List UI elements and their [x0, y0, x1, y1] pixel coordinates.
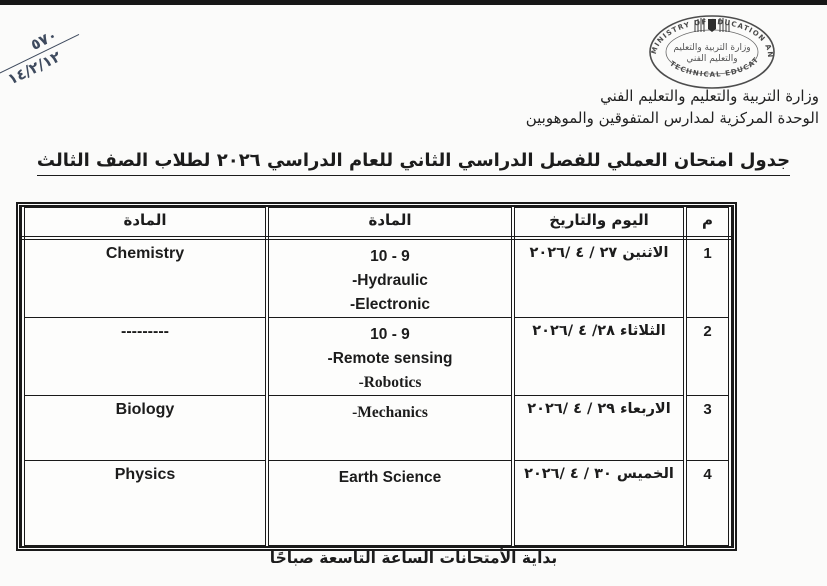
scan-edge-bar — [0, 0, 827, 5]
stamp-inner-arabic-line2: والتعليم الفني — [686, 54, 737, 64]
row-number: 3 — [683, 394, 732, 461]
table-row: 3 الاربعاء ٢٩ / ٤ /٢٠٢٦ -Mechanics Biolo… — [21, 394, 732, 461]
row-subject: Chemistry — [21, 237, 269, 318]
ministry-name: وزارة التربية والتعليم والتعليم الفني — [600, 87, 819, 105]
detail-item: -Robotics — [358, 373, 422, 391]
row-number: 4 — [683, 459, 732, 546]
row-subject-details: -Mechanics — [265, 394, 515, 461]
row-day-date: الاربعاء ٢٩ / ٤ /٢٠٢٦ — [511, 394, 687, 461]
row-number: 1 — [683, 237, 732, 318]
ministry-stamp-logo: MINISTRY OF EDUCATION AND TECHNICAL EDUC… — [645, 12, 775, 89]
detail-time: 10 - 9 — [370, 325, 410, 343]
row-subject: Biology — [21, 394, 269, 461]
stamp-inner-arabic-line1: وزارة التربية والتعليم — [673, 43, 750, 53]
table-row: 2 الثلاثاء ٢٨/ ٤ /٢٠٢٦ 10 - 9 -Remote se… — [21, 316, 732, 396]
detail-item: -Electronic — [349, 295, 431, 313]
document-title: جدول امتحان العملي للفصل الدراسي الثاني … — [0, 150, 827, 176]
row-day-date: الاثنين ٢٧ / ٤ /٢٠٢٦ — [511, 237, 687, 318]
row-subject-details: 10 - 9 -Remote sensing -Robotics — [265, 316, 515, 396]
detail-item: Earth Science — [338, 468, 442, 486]
header-number: م — [683, 207, 732, 240]
row-subject-details: Earth Science — [265, 459, 515, 546]
handwritten-reference-note: ٥٧٠ ١٤/٢/١٢ — [0, 18, 88, 93]
document-title-text: جدول امتحان العملي للفصل الدراسي الثاني … — [36, 150, 791, 176]
central-unit-name: الوحدة المركزية لمدارس المتفوقين والموهو… — [525, 108, 819, 127]
exam-schedule-table: م اليوم والتاريخ المادة المادة 1 الاثنين… — [16, 202, 737, 551]
row-day-date: الخميس ٣٠ / ٤ /٢٠٢٦ — [511, 459, 687, 546]
row-day-date: الثلاثاء ٢٨/ ٤ /٢٠٢٦ — [511, 316, 687, 396]
detail-item: -Remote sensing — [327, 349, 453, 367]
detail-item: -Mechanics — [352, 403, 428, 421]
table-row: 1 الاثنين ٢٧ / ٤ /٢٠٢٦ 10 - 9 -Hydraulic… — [21, 237, 732, 318]
organization-header: وزارة التربية والتعليم والتعليم الفني ال… — [526, 86, 819, 130]
table-row: 4 الخميس ٣٠ / ٤ /٢٠٢٦ Earth Science Phys… — [21, 459, 732, 546]
header-day-date: اليوم والتاريخ — [511, 207, 687, 240]
row-subject-details: 10 - 9 -Hydraulic -Electronic — [265, 237, 515, 318]
row-subject: Physics — [21, 459, 269, 546]
exam-start-time-note: بداية الأمتحانات الساعة التاسعة صباحًا — [269, 549, 558, 567]
table-header-row: م اليوم والتاريخ المادة المادة — [21, 207, 732, 240]
header-subject: المادة — [21, 207, 269, 240]
row-subject: --------- — [21, 316, 269, 396]
detail-item: -Hydraulic — [352, 271, 428, 289]
row-number: 2 — [683, 316, 732, 396]
detail-time: 10 - 9 — [370, 247, 410, 265]
header-subject-detail: المادة — [265, 207, 515, 240]
eagle-emblem-icon — [694, 18, 730, 32]
